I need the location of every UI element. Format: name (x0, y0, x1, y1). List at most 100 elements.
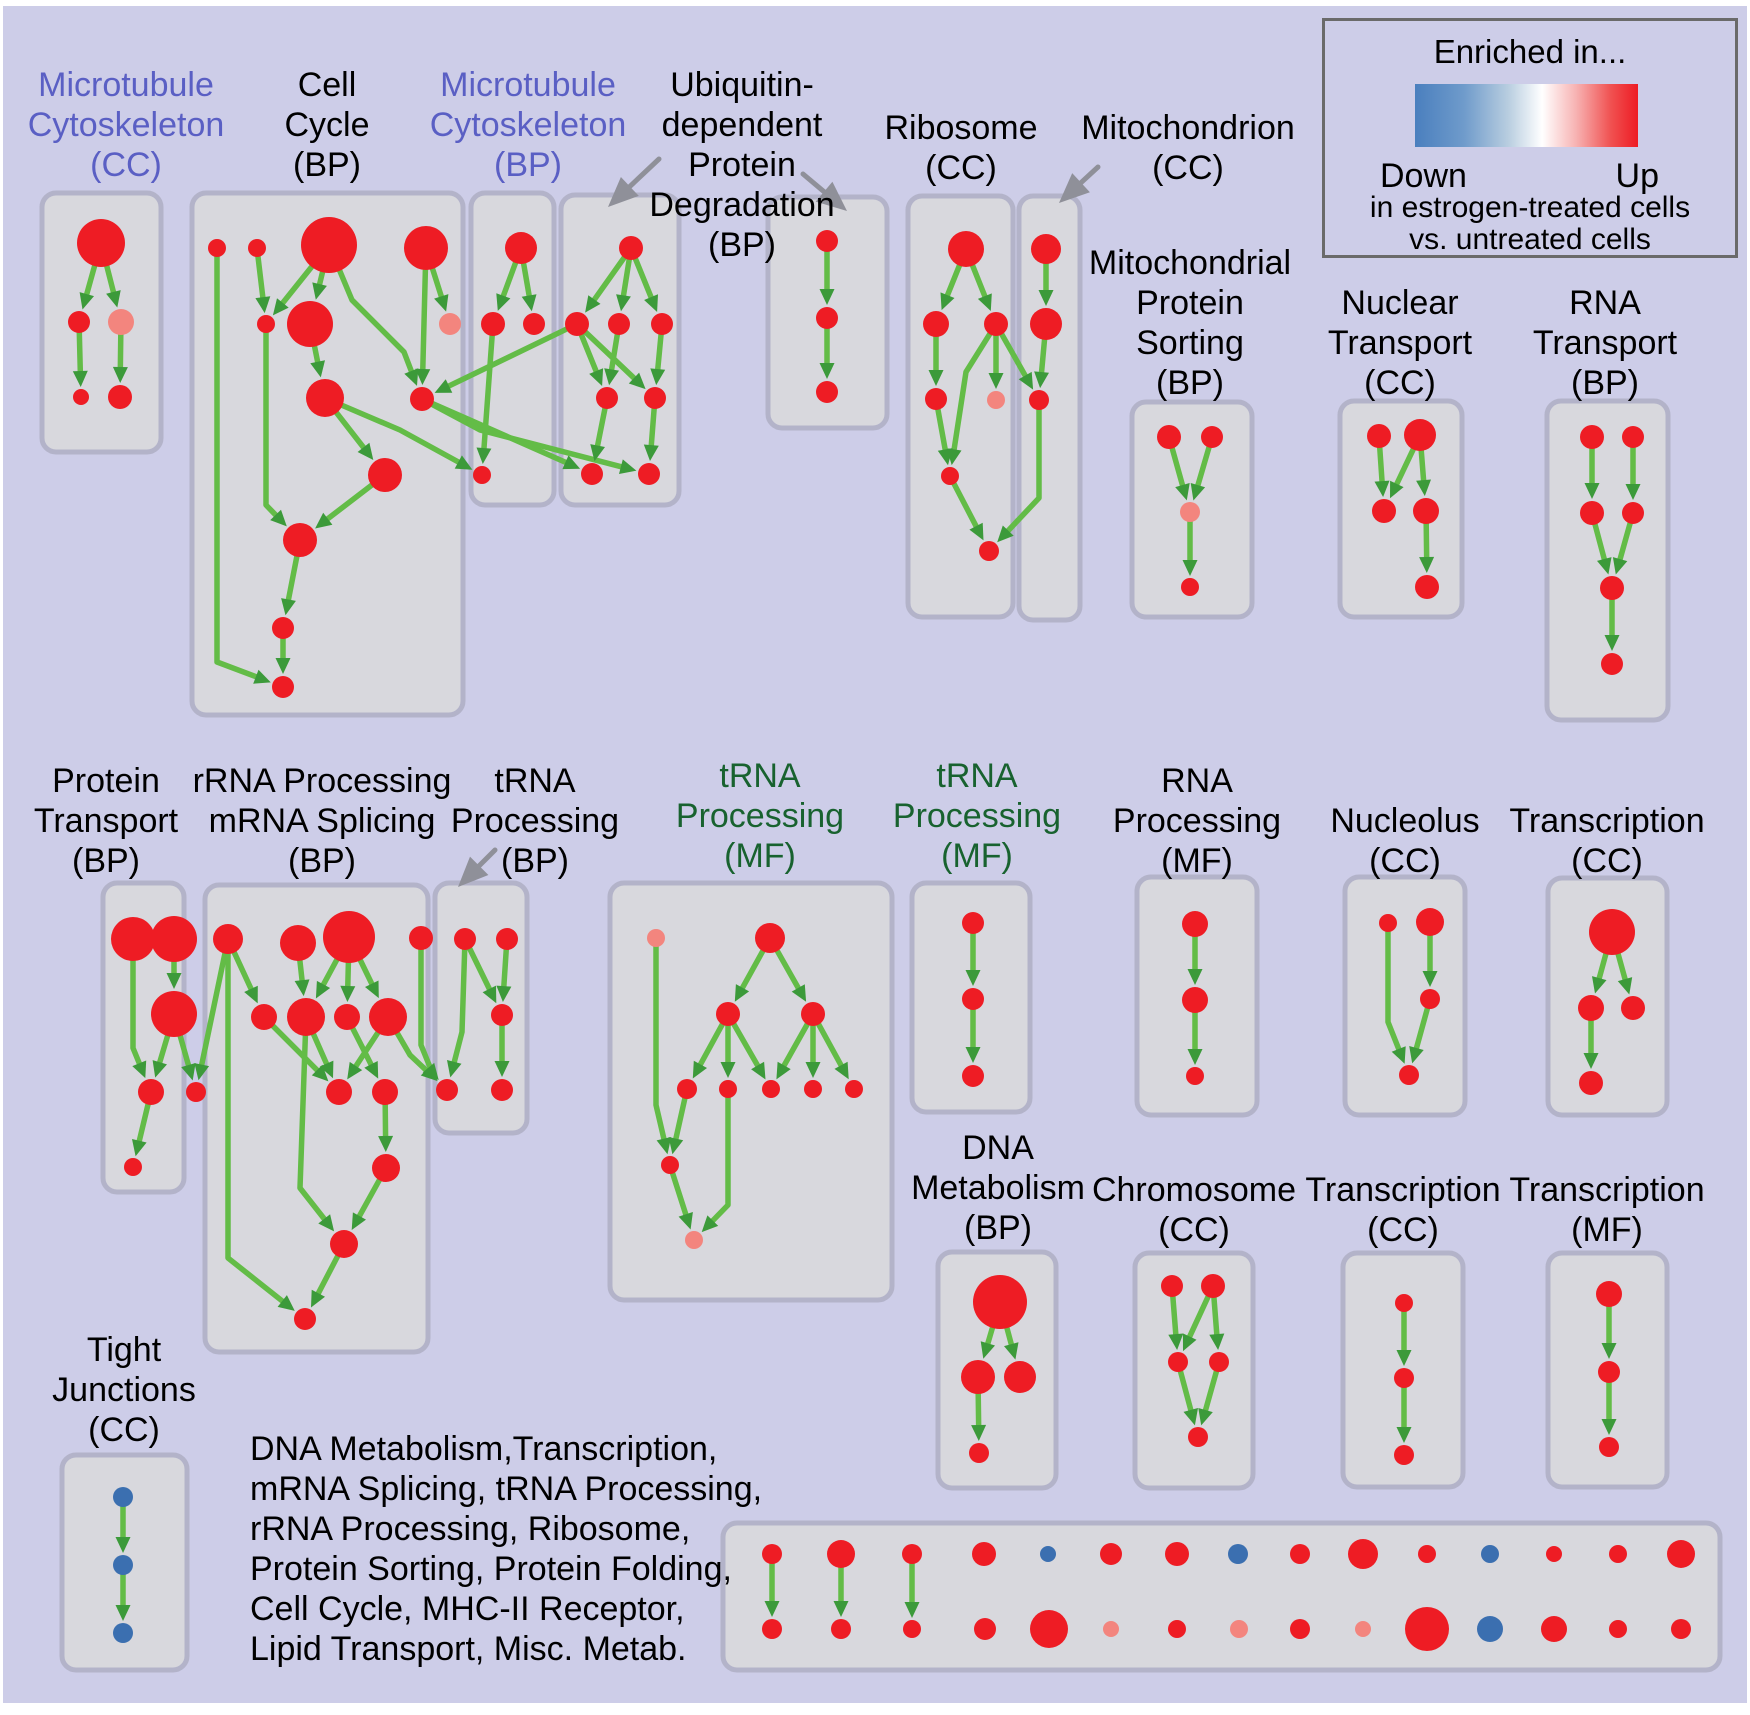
label-trna-processing-mf-1: tRNA Processing (MF) (676, 756, 844, 876)
edge-arrowhead-icon (1390, 480, 1404, 499)
cluster-node-up (1399, 1065, 1419, 1085)
edge-arrowhead-icon (668, 1137, 684, 1155)
label-rna-transport-bp: RNA Transport (BP) (1533, 283, 1677, 403)
cluster-edge (604, 331, 621, 386)
cluster-edge (315, 956, 340, 999)
label-line: Cytoskeleton (429, 106, 627, 144)
label-line: (MF) (941, 837, 1013, 875)
edge-line (578, 331, 601, 378)
label-ribosome-cc: Ribosome (CC) (884, 108, 1037, 188)
label-line: dependent (661, 106, 823, 144)
cluster-node-up (208, 239, 226, 257)
cluster-node-up (1601, 653, 1623, 675)
cluster-box-nucleolus-cc (1342, 874, 1468, 1118)
edge-arrowhead-icon (270, 509, 287, 527)
cluster-edge (1190, 443, 1212, 501)
edge-line (499, 259, 519, 303)
cluster-node-up (213, 924, 243, 954)
cluster-node-up (1579, 1071, 1603, 1095)
cluster-node-up (972, 1542, 996, 1566)
pointer-arrow-to-trna-processing-bp-cluster (458, 847, 498, 887)
legend-high-label: Up (1615, 157, 1659, 195)
label-line: Metabolism (911, 1169, 1085, 1207)
cluster-edge (643, 405, 659, 461)
edge-line (442, 326, 570, 391)
edge-arrowhead-icon (365, 980, 379, 999)
label-transcription-cc-2: Transcription (CC) (1305, 1170, 1500, 1250)
edge-arrowhead-icon (965, 970, 981, 986)
label-line: (CC) (1571, 842, 1643, 880)
edge-line (774, 947, 803, 995)
cluster-edge (590, 405, 608, 462)
edge-arrowhead-icon (1597, 557, 1612, 575)
cluster-edge (310, 1030, 334, 1079)
cluster-node-up (138, 1079, 164, 1105)
label-line: (BP) (71, 842, 140, 880)
label-line: Microtubule (440, 66, 616, 104)
edge-line (1376, 444, 1386, 488)
edge-arrowhead-icon (1422, 971, 1438, 987)
edge-arrowhead-icon (776, 1061, 791, 1080)
cluster-edge (418, 946, 439, 1080)
label-nuclear-transport-cc: Nuclear Transport (CC) (1328, 283, 1472, 403)
cluster-node-up_light (1103, 1621, 1119, 1637)
cluster-node-up (962, 1065, 984, 1087)
cluster-node-up (1404, 419, 1436, 451)
label-line: Protein (688, 146, 796, 184)
edge-line (608, 331, 621, 377)
edge-arrowhead-icon (181, 1063, 196, 1081)
edge-line (1615, 950, 1629, 986)
label-line: Transport (1327, 324, 1473, 362)
edge-line (76, 329, 84, 378)
cluster-edge (1601, 1379, 1617, 1435)
cluster-node-up (1418, 1545, 1436, 1563)
edge-arrowhead-icon (940, 292, 955, 311)
label-line: (BP) (708, 226, 776, 264)
edge-arrowhead-icon (319, 1060, 334, 1079)
edge-arrowhead-icon (1601, 1343, 1617, 1359)
edge-arrowhead-icon (106, 290, 121, 308)
cluster-edge (950, 480, 984, 541)
cluster-node-up (1157, 425, 1181, 449)
cluster-edge (980, 1324, 996, 1359)
cluster-box-mitochondrion-cc (1016, 193, 1083, 623)
cluster-node-up (496, 928, 518, 950)
edge-arrowhead-icon (590, 444, 605, 462)
cluster-node-up (1182, 987, 1208, 1013)
label-transcription-cc-1: Transcription (CC) (1509, 801, 1704, 881)
edge-arrowhead-icon (644, 294, 658, 312)
edge-arrowhead-icon (678, 1212, 693, 1230)
edge-line (520, 260, 533, 303)
cluster-node-up (491, 1004, 513, 1026)
edge-arrowhead-icon (928, 370, 944, 386)
label-line: (CC) (1367, 1211, 1439, 1249)
label-line: Mitochondrion (1081, 109, 1295, 147)
label-line: (CC) (1158, 1211, 1230, 1249)
label-line: Processing (1112, 802, 1282, 840)
cluster-edge (269, 1022, 329, 1082)
label-line: Transcription (1509, 802, 1705, 840)
edge-line (950, 330, 993, 457)
cluster-edge (819, 325, 835, 379)
edge-line (1177, 1367, 1195, 1417)
edge-arrowhead-icon (1625, 484, 1641, 500)
cluster-node-up (1598, 1361, 1620, 1383)
pointer-arrowhead-icon (608, 177, 639, 207)
edge-arrowhead-icon (904, 1602, 920, 1618)
label-line: (BP) (500, 842, 569, 880)
edge-line (1592, 520, 1609, 566)
label-line: (CC) (1152, 149, 1224, 187)
label-transcription-mf: Transcription (MF) (1509, 1170, 1704, 1250)
edge-line (950, 480, 981, 533)
cluster-node-up (454, 928, 476, 950)
edge-line (695, 1020, 726, 1071)
pointer-arrowhead-icon (458, 856, 489, 887)
edge-arrowhead-icon (997, 525, 1014, 543)
edge-arrowhead-icon (434, 379, 453, 393)
cluster-edge (632, 255, 658, 312)
label-trna-processing-bp: tRNA Processing (BP) (451, 761, 619, 881)
cluster-edge (585, 254, 628, 313)
edge-line (277, 263, 315, 309)
cluster-node-up (902, 1544, 922, 1564)
